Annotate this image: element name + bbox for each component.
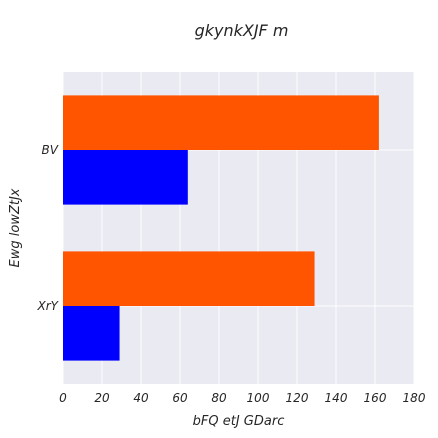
bar-xry-series-2 — [63, 251, 315, 306]
x-axis-label: bFQ etJ GDarc — [193, 414, 285, 429]
chart-title: gkynkXJF m — [195, 21, 289, 40]
x-tick-label: 140 — [325, 391, 348, 405]
bar-xry-series-1 — [63, 306, 120, 361]
x-tick-label: 0 — [59, 391, 67, 405]
y-axis-label: Ewg lowZtJx — [8, 188, 23, 267]
y-tick-labels: XrY BV — [37, 143, 60, 313]
x-tick-label: 100 — [247, 391, 270, 405]
bar-bv-series-1 — [63, 150, 188, 205]
y-tick-label: XrY — [37, 299, 60, 313]
x-tick-label: 180 — [403, 391, 426, 405]
x-tick-label: 80 — [211, 391, 227, 405]
x-tick-label: 40 — [133, 391, 149, 405]
y-tick-label: BV — [42, 143, 59, 157]
x-tick-label: 120 — [286, 391, 309, 405]
x-tick-label: 60 — [172, 391, 188, 405]
bars — [63, 95, 379, 361]
x-tick-label: 20 — [94, 391, 110, 405]
bar-bv-series-2 — [63, 95, 379, 150]
x-tick-labels: 0 20 40 60 80 100 120 140 160 180 — [59, 391, 426, 405]
x-tick-label: 160 — [364, 391, 387, 405]
